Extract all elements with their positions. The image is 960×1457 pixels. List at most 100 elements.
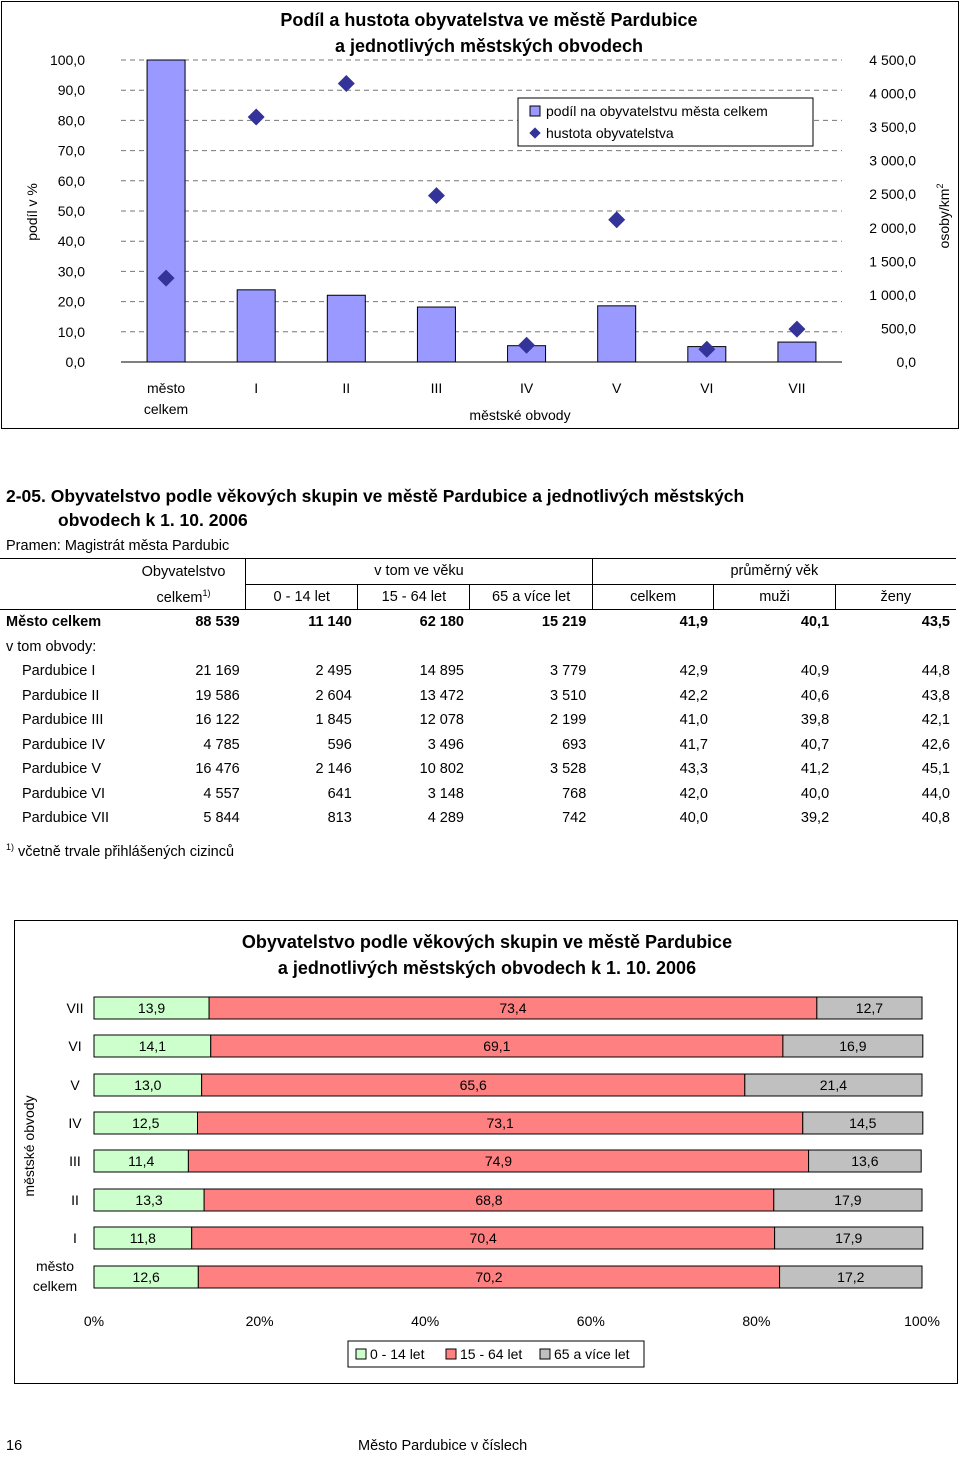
chart2-legend-box <box>347 1340 645 1368</box>
chart1-x-tick-label: V <box>612 380 622 396</box>
chart2-data-label: 13,0 <box>134 1077 161 1093</box>
chart2-x-tick-label: 60% <box>577 1313 605 1329</box>
chart1-left-tick-label: 40,0 <box>58 233 85 249</box>
population-table: Obyvatelstvo v tom ve věku průměrný věk … <box>0 558 956 831</box>
table-row: Pardubice VI 4 557 641 3 148 768 42,0 40… <box>22 785 950 802</box>
section-title: 2-05. Obyvatelstvo podle věkových skupin… <box>6 484 906 532</box>
chart2-bar-segment <box>774 1226 924 1250</box>
chart2-legend-label: 15 - 64 let <box>460 1346 522 1362</box>
chart1-density-marker <box>157 269 175 287</box>
chart2-bar-segment <box>802 1111 924 1135</box>
chart2-frame: Obyvatelstvo podle věkových skupin ve mě… <box>14 920 958 1384</box>
chart1-right-tick-label: 2 500,0 <box>869 186 916 202</box>
chart1-x-tick-label: VI <box>700 380 713 396</box>
chart1-left-tick-label: 30,0 <box>58 263 85 279</box>
chart1-bar <box>236 289 276 363</box>
chart1-right-tick-label: 4 000,0 <box>869 86 916 102</box>
chart1-right-tick-label: 2 000,0 <box>869 220 916 236</box>
chart1-x-tick-label: II <box>342 380 350 396</box>
header-age-15-64: 15 - 64 let <box>357 583 470 610</box>
chart2-y-tick-label: IV <box>68 1115 82 1131</box>
chart2-data-label: 13,6 <box>851 1153 878 1169</box>
header-avg-women: ženy <box>834 583 956 610</box>
chart2-data-label: 13,3 <box>135 1192 162 1208</box>
chart2-x-tick-label: 20% <box>246 1313 274 1329</box>
chart2-data-label: 11,8 <box>130 1230 156 1246</box>
chart2-y-tick-label: III <box>69 1153 81 1169</box>
chart1-density-marker <box>427 187 445 205</box>
chart1-density-marker <box>247 108 265 126</box>
chart2-x-tick-label: 100% <box>904 1313 940 1329</box>
chart2-title-line2: a jednotlivých městských obvodech k 1. 1… <box>278 958 696 978</box>
chart2-title-line1: Obyvatelstvo podle věkových skupin ve mě… <box>242 932 732 952</box>
chart1-x-tick-label: celkem <box>144 401 188 417</box>
row-label: v tom obvody: <box>6 638 97 655</box>
chart1-bar <box>416 306 456 363</box>
chart2-data-label: 12,5 <box>132 1115 159 1131</box>
chart2-legend-swatch <box>355 1348 367 1360</box>
chart1-right-tick-label: 1 000,0 <box>869 287 916 303</box>
header-avg-total: celkem <box>591 583 714 610</box>
chart1-left-tick-label: 60,0 <box>58 173 85 189</box>
chart2-data-label: 73,4 <box>499 1000 526 1016</box>
chart2-bar-segment <box>773 1188 923 1212</box>
chart1-x-tick-label: město <box>147 380 185 396</box>
chart2-data-label: 70,2 <box>475 1269 502 1285</box>
chart2-bar-segment <box>744 1073 923 1097</box>
chart2-data-label: 11,4 <box>128 1153 154 1169</box>
chart2-data-label: 16,9 <box>839 1038 866 1054</box>
chart1-bar <box>597 305 637 363</box>
chart2-y-tick-label: VI <box>68 1038 81 1054</box>
chart2-bar-segment <box>782 1034 924 1058</box>
section-title-line2: obvodech k 1. 10. 2006 <box>58 510 248 530</box>
header-age-65: 65 a více let <box>469 583 593 610</box>
chart1-density-marker <box>337 75 355 92</box>
chart2-x-tick-label: 80% <box>742 1313 770 1329</box>
chart2-legend-label: 0 - 14 let <box>370 1346 425 1362</box>
chart2-y-tick-label: V <box>70 1077 80 1093</box>
chart2-y-tick-label: II <box>71 1192 79 1208</box>
chart1-right-tick-label: 3 000,0 <box>869 153 916 169</box>
table-footnote: 1) včetně trvale přihlášených cizinců <box>6 842 235 860</box>
header-celkem: celkem1) <box>121 584 246 610</box>
header-age-0-14: 0 - 14 let <box>245 583 358 610</box>
chart1-ylabel-left: podíl v % <box>24 183 40 241</box>
chart1-right-tick-label: 3 500,0 <box>869 119 916 135</box>
chart2-y-tick-label: celkem <box>33 1278 77 1294</box>
chart1-title-line1: Podíl a hustota obyvatelstva ve městě Pa… <box>280 10 697 30</box>
chart2-data-label: 14,1 <box>139 1038 166 1054</box>
chart1-right-tick-label: 500,0 <box>881 320 916 336</box>
chart1-left-tick-label: 0,0 <box>66 354 86 370</box>
chart1-density-marker <box>608 211 626 229</box>
chart2-y-tick-label: město <box>36 1258 74 1274</box>
chart2-data-label: 17,2 <box>837 1269 864 1285</box>
header-avg-men: muži <box>713 583 836 610</box>
chart2-data-label: 14,5 <box>849 1115 876 1131</box>
chart1-bar <box>146 59 186 363</box>
table-row: Pardubice I 21 169 2 495 14 895 3 779 42… <box>22 663 950 680</box>
chart2-y-tick-label: VII <box>66 1000 83 1016</box>
chart2-data-label: 13,9 <box>138 1000 165 1016</box>
chart1-x-tick-label: III <box>431 380 443 396</box>
chart1-ylabel-right: osoby/km2 <box>935 184 952 249</box>
chart2-bar-segment <box>779 1265 923 1289</box>
table-row: Pardubice VII 5 844 813 4 289 742 40,0 3… <box>22 810 950 827</box>
chart1-legend-marker-label: hustota obyvatelstva <box>546 125 674 141</box>
chart1-right-tick-label: 0,0 <box>897 354 917 370</box>
source-note: Pramen: Magistrát města Pardubic <box>6 538 230 554</box>
chart1-legend-bar-swatch <box>529 105 541 117</box>
chart1-x-tick-label: VII <box>788 380 805 396</box>
chart1-left-tick-label: 90,0 <box>58 82 85 98</box>
chart1-x-tick-label: I <box>254 380 258 396</box>
chart2-data-label: 12,6 <box>133 1269 160 1285</box>
chart1-ylabel-right-sup: 2 <box>935 184 945 189</box>
chart2-data-label: 17,9 <box>834 1192 861 1208</box>
chart1-left-tick-label: 10,0 <box>58 324 85 340</box>
section-title-line1: 2-05. Obyvatelstvo podle věkových skupin… <box>6 486 745 506</box>
table-row: Pardubice II 19 586 2 604 13 472 3 510 4… <box>22 687 950 704</box>
chart2-data-label: 17,9 <box>835 1230 862 1246</box>
chart1-xlabel: městské obvody <box>469 407 570 423</box>
header-obyvatelstvo: Obyvatelstvo <box>121 558 246 584</box>
chart1-left-tick-label: 50,0 <box>58 203 85 219</box>
chart2-ylabel: městské obvody <box>21 1095 37 1196</box>
